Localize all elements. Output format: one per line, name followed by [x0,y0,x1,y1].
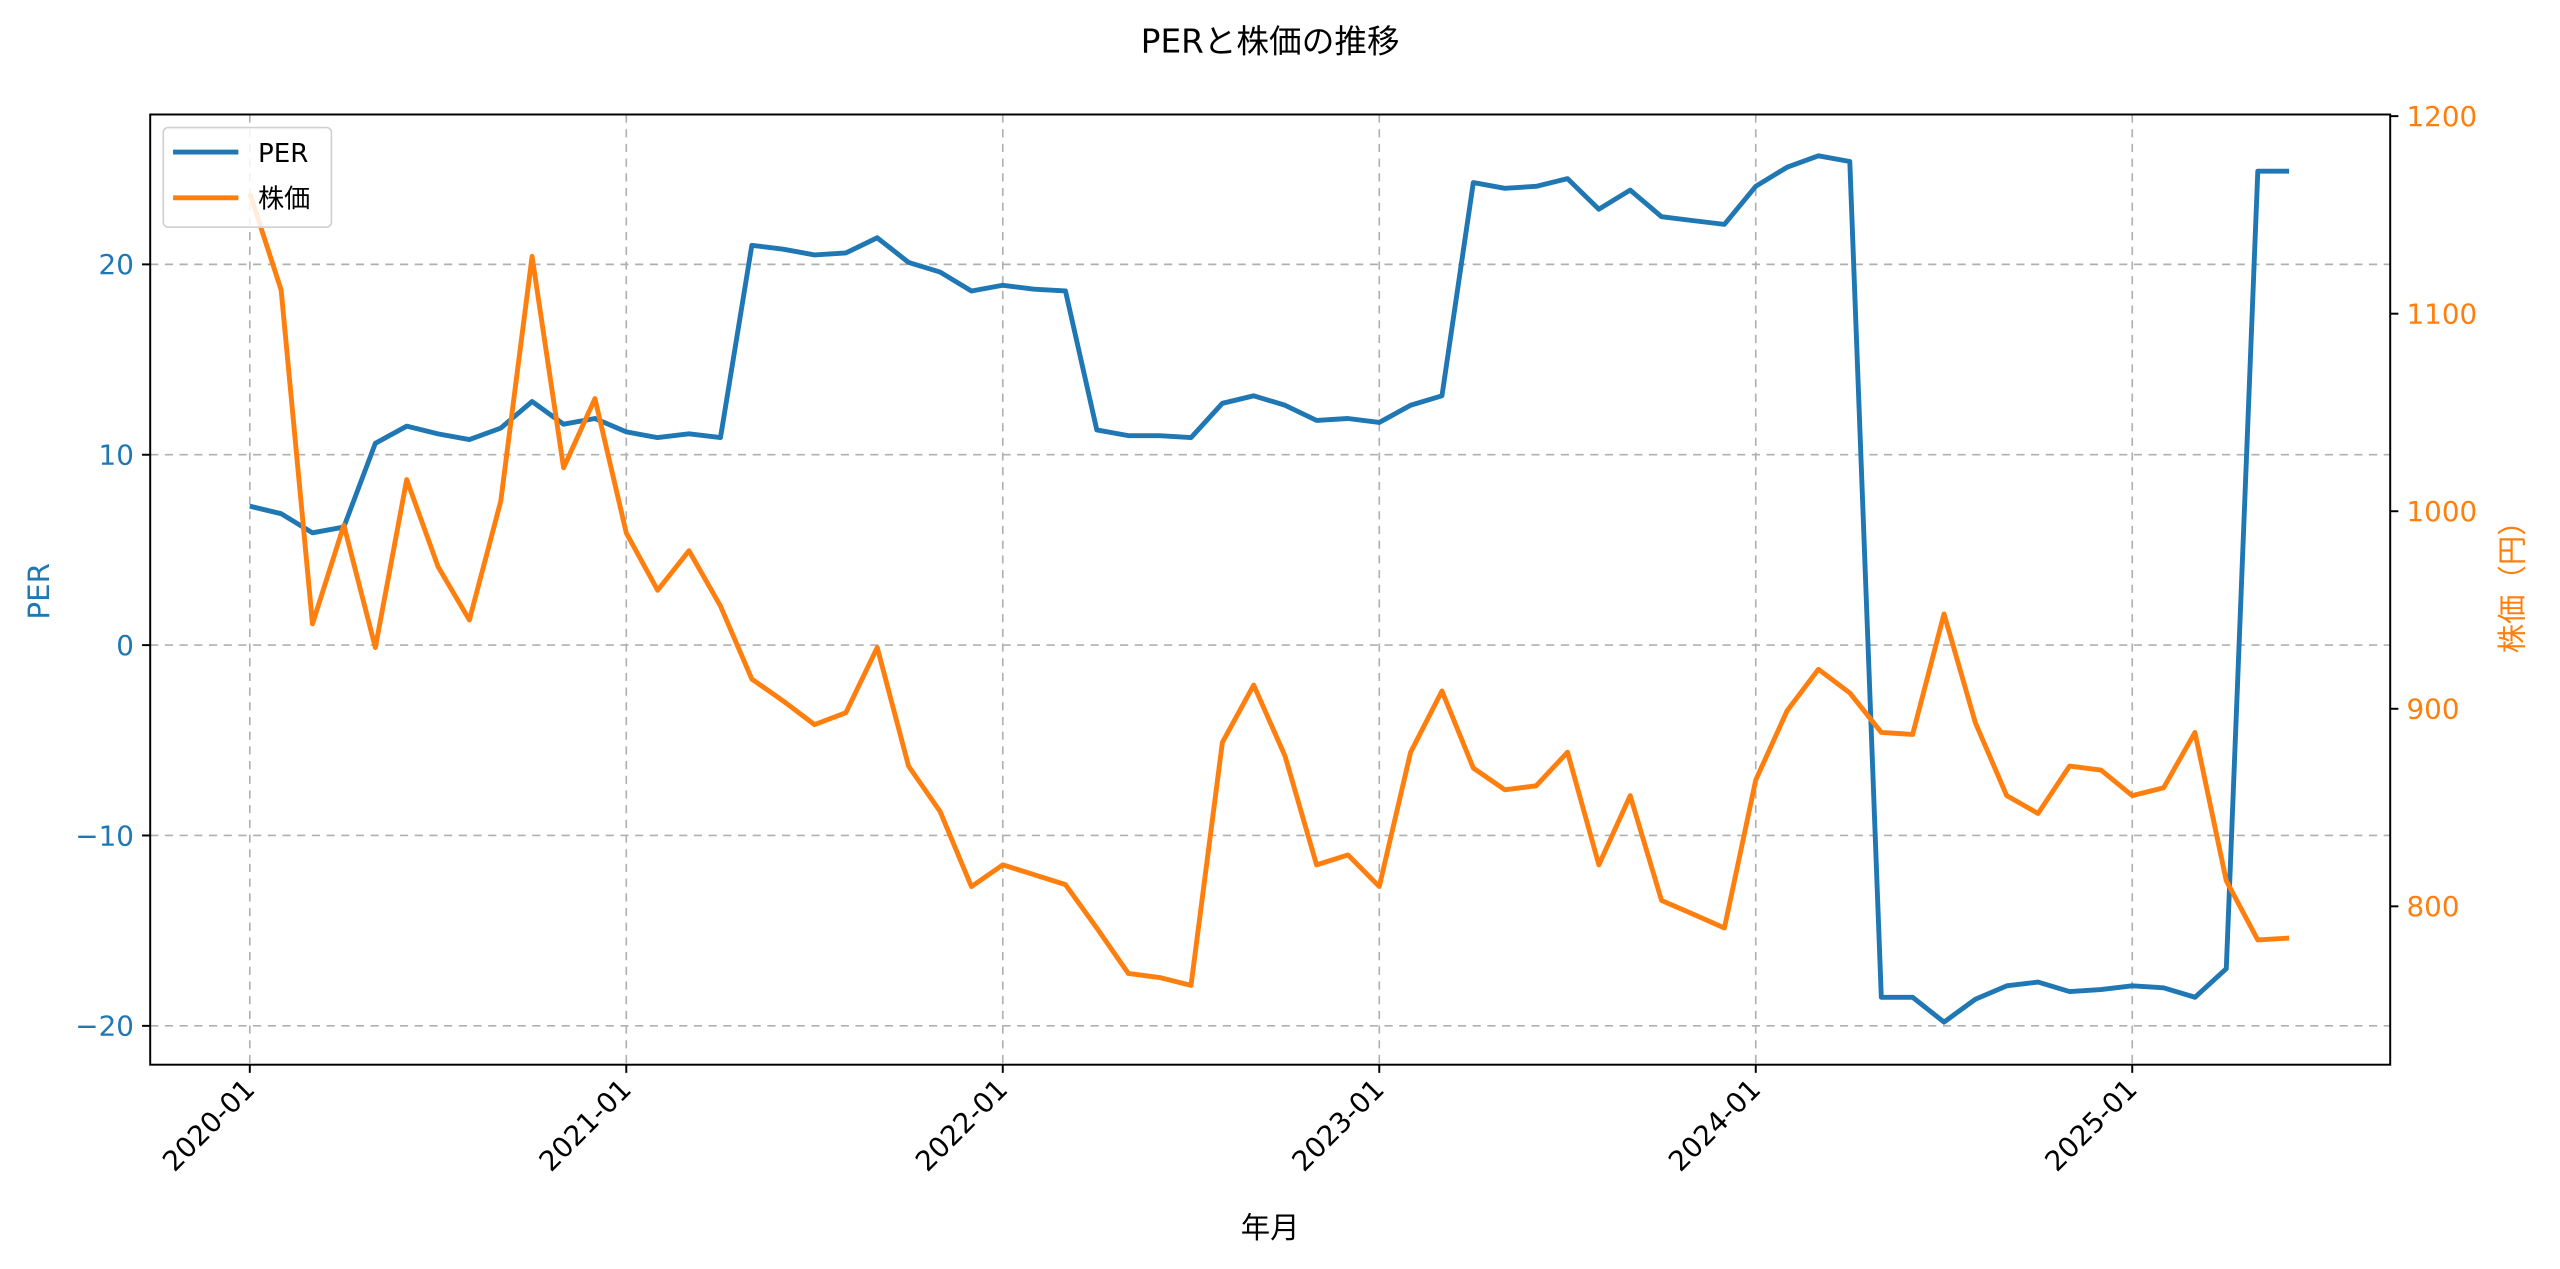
right-y-axis-label: 株価（円） [2495,506,2529,653]
data-series [247,153,2290,1025]
x-tick-label: 2021-01 [532,1072,637,1177]
left-y-axis: 20 10 0 −10 −20 [75,248,151,1043]
left-tick-label: 20 [99,248,134,281]
left-tick-label: 10 [99,439,134,472]
legend-price-label: 株価 [258,185,310,215]
right-tick-label: 1200 [2407,100,2478,133]
legend: PER 株価 [162,126,333,228]
x-tick-label: 2025-01 [2038,1072,2143,1177]
right-tick-label: 1000 [2407,495,2478,528]
per-line [249,153,2290,1025]
x-axis-label: 年月 [1241,1211,1300,1245]
legend-per-label: PER [258,139,308,169]
right-tick-label: 900 [2407,693,2460,726]
x-tick-label: 2020-01 [156,1072,261,1177]
x-tick-label: 2022-01 [909,1072,1014,1177]
left-tick-label: −20 [75,1010,134,1043]
right-y-axis: 1200 1100 1000 900 800 [2390,100,2477,923]
x-tick-label: 2023-01 [1285,1072,1390,1177]
plot-area-frame [149,113,2392,1066]
x-axis: 2020-01 2021-01 2022-01 2023-01 2024-01 2025-… [156,1064,2144,1178]
left-y-axis-label: PER [22,563,56,620]
chart-title: PERと株価の推移 [1141,22,1400,60]
left-tick-label: −10 [75,819,134,852]
right-tick-label: 800 [2407,890,2460,923]
x-tick-label: 2024-01 [1662,1072,1767,1177]
right-tick-label: 1100 [2407,297,2478,330]
left-tick-label: 0 [116,629,134,662]
price-line [247,192,2290,988]
grid-lines [150,114,2391,1065]
